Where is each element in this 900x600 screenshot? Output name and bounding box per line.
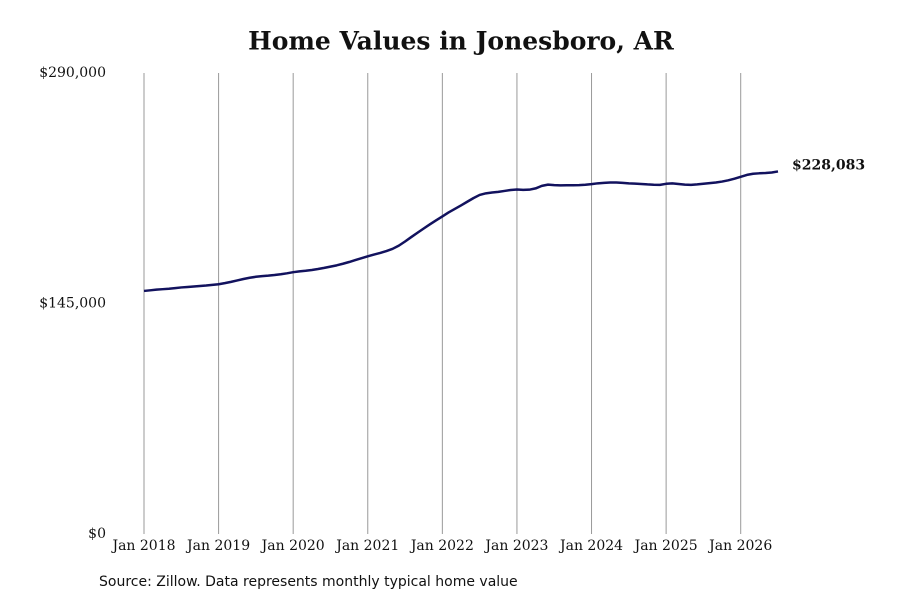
x-tick-label: Jan 2019 (185, 538, 250, 554)
x-tick-label: Jan 2023 (483, 538, 548, 554)
x-tick-label: Jan 2020 (260, 538, 325, 554)
y-tick-label: $145,000 (39, 296, 106, 312)
y-tick-label: $0 (88, 526, 106, 542)
chart-title: Home Values in Jonesboro, AR (248, 27, 674, 56)
x-tick-label: Jan 2024 (558, 538, 623, 554)
x-tick-label: Jan 2022 (409, 538, 474, 554)
x-tick-label: Jan 2026 (707, 538, 772, 554)
value-label: $228,083 (792, 157, 865, 173)
x-tick-label: Jan 2018 (110, 538, 175, 554)
x-tick-label: Jan 2021 (334, 538, 399, 554)
y-tick-label: $290,000 (39, 65, 106, 81)
source-note: Source: Zillow. Data represents monthly … (99, 574, 518, 590)
x-tick-label: Jan 2025 (633, 538, 698, 554)
line (143, 170, 779, 293)
